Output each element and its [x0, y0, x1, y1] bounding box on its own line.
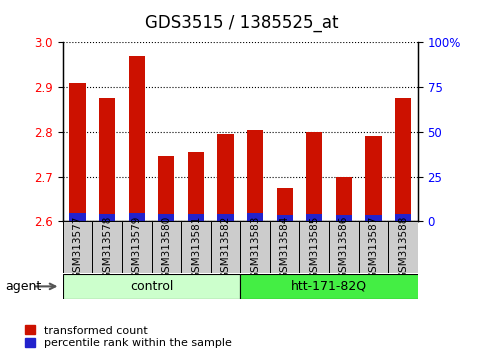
Bar [358, 221, 388, 273]
Bar [395, 98, 411, 221]
Bar [299, 221, 329, 273]
Bar [188, 214, 204, 221]
Text: GSM313577: GSM313577 [72, 215, 83, 279]
Text: GSM313588: GSM313588 [398, 215, 408, 279]
Text: control: control [130, 280, 173, 293]
Bar [336, 215, 352, 221]
Bar [277, 215, 293, 221]
Bar [329, 221, 358, 273]
Bar [217, 214, 234, 221]
Text: agent: agent [5, 280, 41, 293]
Bar [128, 56, 145, 221]
Bar [99, 98, 115, 221]
Bar [70, 83, 85, 221]
Bar [92, 221, 122, 273]
Bar [181, 221, 211, 273]
Bar [152, 221, 181, 273]
Text: GSM313580: GSM313580 [161, 215, 171, 279]
Text: GSM313581: GSM313581 [191, 215, 201, 279]
Bar [247, 130, 263, 221]
Bar [395, 214, 411, 221]
Bar [365, 136, 382, 221]
Text: GDS3515 / 1385525_at: GDS3515 / 1385525_at [145, 14, 338, 32]
Bar [63, 274, 241, 299]
Bar [217, 134, 234, 221]
Text: GSM313585: GSM313585 [309, 215, 319, 279]
Text: GSM313584: GSM313584 [280, 215, 290, 279]
Legend: transformed count, percentile rank within the sample: transformed count, percentile rank withi… [25, 325, 232, 348]
Bar [306, 214, 322, 221]
Bar [63, 221, 92, 273]
Bar [388, 221, 418, 273]
Bar [70, 213, 85, 221]
Bar [247, 213, 263, 221]
Bar [122, 221, 152, 273]
Bar [365, 215, 382, 221]
Bar [188, 152, 204, 221]
Bar [336, 177, 352, 221]
Text: GSM313582: GSM313582 [221, 215, 230, 279]
Bar [99, 214, 115, 221]
Bar [158, 156, 174, 221]
Bar [211, 221, 241, 273]
Bar [277, 188, 293, 221]
Bar [241, 274, 433, 299]
Text: GSM313586: GSM313586 [339, 215, 349, 279]
Bar [270, 221, 299, 273]
Text: htt-171-82Q: htt-171-82Q [291, 280, 367, 293]
Text: GSM313583: GSM313583 [250, 215, 260, 279]
Bar [128, 213, 145, 221]
Text: GSM313587: GSM313587 [369, 215, 378, 279]
Bar [241, 221, 270, 273]
Text: GSM313579: GSM313579 [132, 215, 142, 279]
Bar [158, 214, 174, 221]
Bar [306, 132, 322, 221]
Text: GSM313578: GSM313578 [102, 215, 112, 279]
